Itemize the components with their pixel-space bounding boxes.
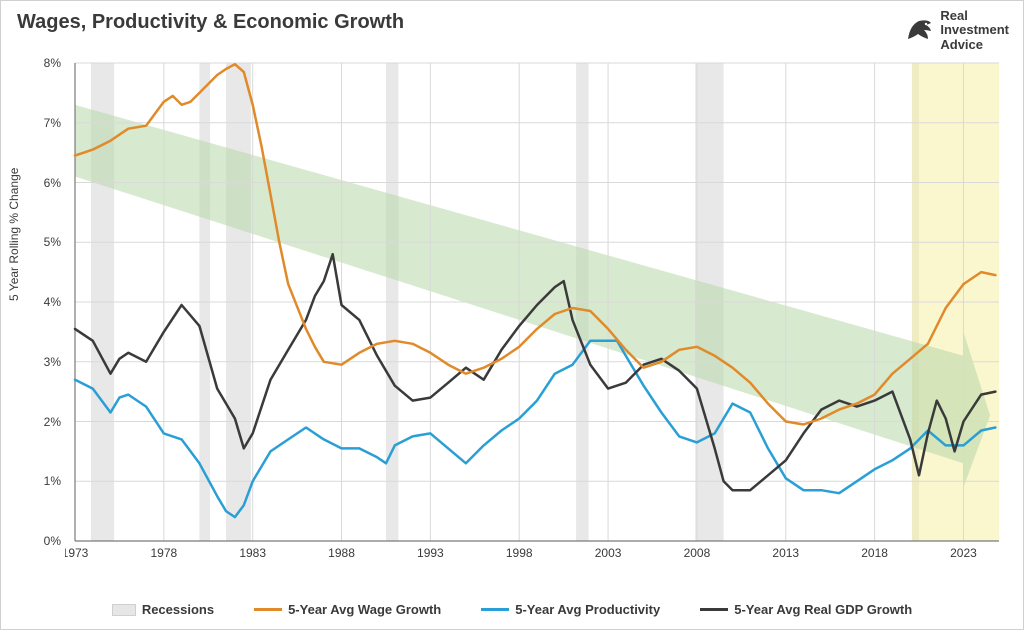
legend: Recessions 5-Year Avg Wage Growth 5-Year A… xyxy=(1,602,1023,617)
legend-item-recessions: Recessions xyxy=(112,602,214,617)
chart-container: Wages, Productivity & Economic Growth Re… xyxy=(0,0,1024,630)
legend-label: Recessions xyxy=(142,602,214,617)
y-tick-label: 0% xyxy=(31,534,61,548)
brand-text: Real Investment Advice xyxy=(940,9,1009,52)
svg-text:2008: 2008 xyxy=(684,546,711,560)
gdp-swatch xyxy=(700,608,728,611)
y-tick-label: 8% xyxy=(31,56,61,70)
svg-text:2013: 2013 xyxy=(772,546,799,560)
svg-text:1988: 1988 xyxy=(328,546,355,560)
legend-label: 5-Year Avg Wage Growth xyxy=(288,602,441,617)
chart-title: Wages, Productivity & Economic Growth xyxy=(17,11,404,34)
y-axis-title: 5 Year Rolling % Change xyxy=(7,168,21,301)
brand-logo: Real Investment Advice xyxy=(904,9,1009,52)
svg-text:1978: 1978 xyxy=(150,546,177,560)
svg-text:1993: 1993 xyxy=(417,546,444,560)
y-tick-label: 3% xyxy=(31,355,61,369)
chart-svg: 1973 1978 1983 1988 1993 1998 2003 2008 2013 2018… xyxy=(65,57,1005,567)
svg-text:2003: 2003 xyxy=(595,546,622,560)
recessions-swatch xyxy=(112,604,136,616)
y-tick-label: 6% xyxy=(31,176,61,190)
brand-line-3: Advice xyxy=(940,38,1009,52)
productivity-swatch xyxy=(481,608,509,611)
legend-item-productivity: 5-Year Avg Productivity xyxy=(481,602,660,617)
legend-label: 5-Year Avg Productivity xyxy=(515,602,660,617)
brand-line-1: Real xyxy=(940,9,1009,23)
plot-area: 1973 1978 1983 1988 1993 1998 2003 2008 2013 2018… xyxy=(65,57,1005,567)
svg-text:1983: 1983 xyxy=(239,546,266,560)
legend-label: 5-Year Avg Real GDP Growth xyxy=(734,602,912,617)
legend-item-wage: 5-Year Avg Wage Growth xyxy=(254,602,441,617)
svg-text:1998: 1998 xyxy=(506,546,533,560)
y-tick-label: 7% xyxy=(31,116,61,130)
eagle-icon xyxy=(904,15,934,45)
y-tick-label: 5% xyxy=(31,235,61,249)
y-tick-label: 2% xyxy=(31,415,61,429)
y-tick-label: 4% xyxy=(31,295,61,309)
svg-text:2018: 2018 xyxy=(861,546,888,560)
brand-line-2: Investment xyxy=(940,23,1009,37)
legend-item-gdp: 5-Year Avg Real GDP Growth xyxy=(700,602,912,617)
y-tick-label: 1% xyxy=(31,474,61,488)
wage-swatch xyxy=(254,608,282,611)
svg-text:1973: 1973 xyxy=(65,546,89,560)
svg-text:2023: 2023 xyxy=(950,546,977,560)
